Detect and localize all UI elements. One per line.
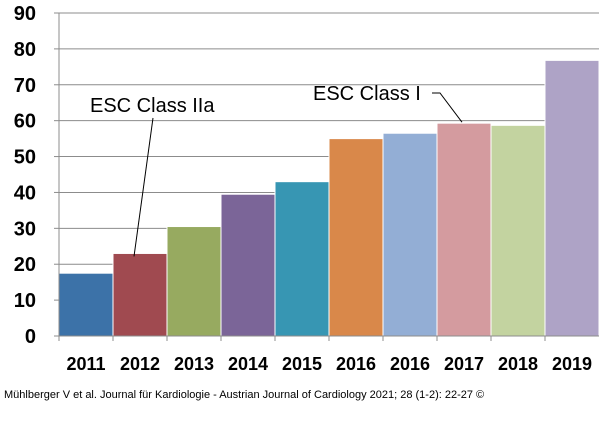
bar [112, 252, 168, 337]
x-tick-label: 2016 [390, 354, 430, 374]
y-tick-label: 80 [14, 39, 36, 61]
x-tick-label: 2017 [444, 354, 484, 374]
x-tick-label: 2015 [282, 354, 322, 374]
y-tick-label: 70 [14, 75, 36, 97]
y-tick-label: 90 [14, 3, 36, 25]
bar [490, 124, 546, 337]
x-tick-label: 2013 [174, 354, 214, 374]
annotation-leader-line [133, 117, 154, 257]
annotation-leader-line [432, 92, 463, 123]
y-tick-label: 30 [14, 218, 36, 240]
y-tick-label: 20 [14, 254, 36, 276]
y-tick-label: 60 [14, 111, 36, 133]
y-tick-label: 0 [25, 326, 36, 348]
bar [328, 138, 384, 337]
x-tick-label: 2019 [552, 354, 592, 374]
bar [58, 272, 114, 337]
x-tick-label: 2018 [498, 354, 538, 374]
x-tick-labels: 2011 2012 2013 2014 2015 2016 2016 2017 2018 2019 [66, 354, 592, 374]
x-tick-label: 2014 [228, 354, 268, 374]
y-tick-label: 10 [14, 290, 36, 312]
annotation-label: ESC Class IIa [90, 95, 215, 117]
annotations: ESC Class IIa ESC Class I [90, 83, 463, 257]
bar [220, 193, 276, 337]
y-tick-label: 50 [14, 147, 36, 169]
x-tick-label: 2016 [336, 354, 376, 374]
bar [382, 132, 438, 337]
x-tick-label: 2012 [120, 354, 160, 374]
bar [166, 226, 222, 337]
bar [274, 181, 330, 337]
bar [436, 122, 492, 337]
bars [58, 59, 600, 337]
annotation-label: ESC Class I [313, 83, 421, 105]
bar [544, 59, 600, 337]
axes [54, 12, 599, 341]
y-tick-labels: 0 10 20 30 40 50 60 70 80 90 [14, 3, 36, 348]
bar-chart: 0 10 20 30 40 50 60 70 80 90 2011 2012 2013 2014 2015… [14, 3, 600, 374]
source-caption: Mühlberger V et al. Journal für Kardiolo… [4, 389, 485, 401]
x-tick-label: 2011 [66, 354, 105, 374]
y-tick-label: 40 [14, 182, 36, 204]
